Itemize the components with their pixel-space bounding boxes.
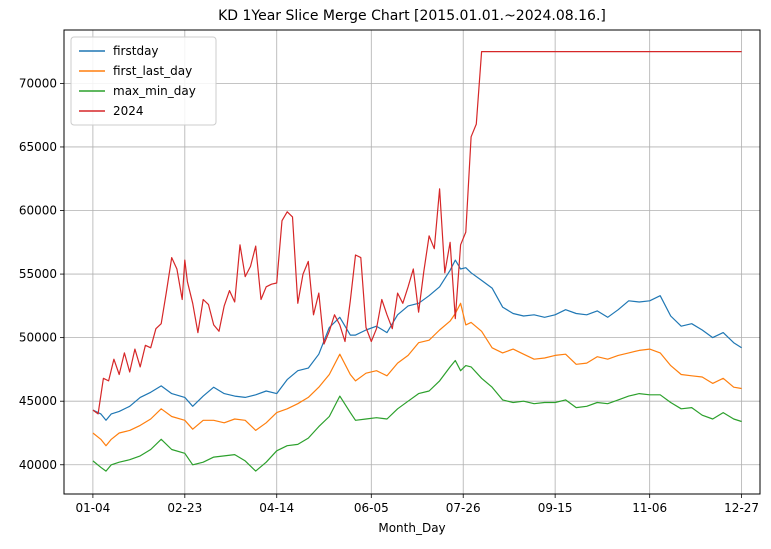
y-tick-label: 45000	[19, 394, 57, 408]
legend-label: 2024	[113, 104, 144, 118]
y-tick-label: 70000	[19, 76, 57, 90]
series-line-firstday	[92, 259, 742, 421]
plot-frame	[63, 29, 761, 495]
x-tick-label: 01-04	[75, 501, 110, 515]
y-tick-label: 60000	[19, 204, 57, 218]
legend-label: first_last_day	[113, 64, 192, 78]
legend-label: max_min_day	[113, 84, 196, 98]
y-tick-label: 50000	[19, 331, 57, 345]
x-tick-label: 07-26	[446, 501, 481, 515]
x-tick-label: 04-14	[259, 501, 294, 515]
grid-lines	[64, 30, 760, 494]
x-tick-label: 12-27	[724, 501, 759, 515]
chart-title: KD 1Year Slice Merge Chart [2015.01.01.~…	[218, 8, 606, 24]
x-tick-label: 11-06	[632, 501, 667, 515]
legend-label: firstday	[113, 44, 159, 58]
x-axis-ticks: 01-04 02-23 04-14 06-05 07-26 09-15 11-06 12-27	[75, 494, 759, 515]
x-tick-label: 02-23	[167, 501, 202, 515]
legend: firstday first_last_day max_min_day 2024	[70, 36, 217, 126]
x-axis-label: Month_Day	[378, 521, 445, 535]
y-tick-label: 65000	[19, 140, 57, 154]
series-line-first-last-day	[92, 302, 742, 447]
series-lines	[92, 50, 742, 472]
y-tick-label: 40000	[19, 458, 57, 472]
x-tick-label: 06-05	[354, 501, 389, 515]
series-line-max-min-day	[92, 359, 742, 472]
y-tick-label: 55000	[19, 267, 57, 281]
series-line-2024	[92, 50, 742, 415]
y-axis-ticks: 40000 45000 50000 55000 60000 65000 70000	[19, 76, 64, 472]
legend-box	[70, 36, 217, 126]
x-tick-label: 09-15	[538, 501, 573, 515]
